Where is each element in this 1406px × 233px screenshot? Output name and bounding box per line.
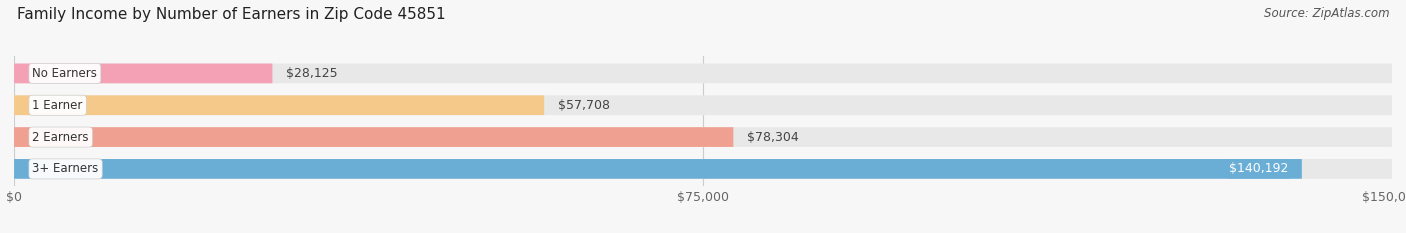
FancyBboxPatch shape xyxy=(14,64,273,83)
Text: No Earners: No Earners xyxy=(32,67,97,80)
Text: Source: ZipAtlas.com: Source: ZipAtlas.com xyxy=(1264,7,1389,20)
FancyBboxPatch shape xyxy=(14,127,734,147)
Text: $140,192: $140,192 xyxy=(1229,162,1288,175)
FancyBboxPatch shape xyxy=(14,64,1392,83)
Text: $28,125: $28,125 xyxy=(287,67,337,80)
FancyBboxPatch shape xyxy=(14,95,1392,115)
FancyBboxPatch shape xyxy=(14,95,544,115)
Text: $57,708: $57,708 xyxy=(558,99,610,112)
Text: Family Income by Number of Earners in Zip Code 45851: Family Income by Number of Earners in Zi… xyxy=(17,7,446,22)
Text: 2 Earners: 2 Earners xyxy=(32,130,89,144)
Text: 3+ Earners: 3+ Earners xyxy=(32,162,98,175)
Text: $78,304: $78,304 xyxy=(747,130,799,144)
Text: 1 Earner: 1 Earner xyxy=(32,99,83,112)
FancyBboxPatch shape xyxy=(14,127,1392,147)
FancyBboxPatch shape xyxy=(14,159,1392,179)
FancyBboxPatch shape xyxy=(14,159,1302,179)
